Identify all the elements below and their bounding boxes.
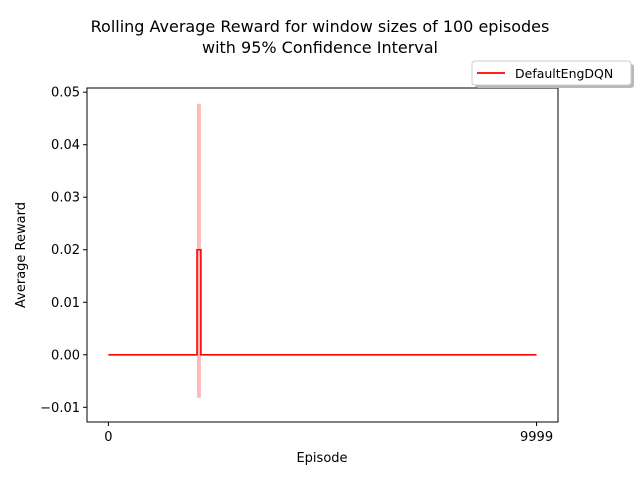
y-tick-label-2: 0.01	[51, 296, 80, 311]
y-tick-label-0: −0.01	[40, 401, 80, 416]
plot-area	[108, 103, 537, 398]
chart-title-line-1: Rolling Average Reward for window sizes …	[91, 17, 550, 36]
x-axis-label: Episode	[296, 451, 347, 466]
legend-label: DefaultEngDQN	[515, 66, 613, 81]
x-tick-label-0: 0	[104, 430, 112, 445]
y-axis: −0.01 0.00 0.01 0.02 0.03 0.04 0.05	[40, 86, 87, 416]
y-tick-label-3: 0.02	[51, 243, 80, 258]
chart-title-line-2: with 95% Confidence Interval	[202, 38, 438, 57]
y-tick-label-5: 0.04	[51, 138, 80, 153]
x-axis: 0 9999	[104, 422, 553, 445]
y-axis-label: Average Reward	[14, 202, 29, 308]
y-tick-label-6: 0.05	[51, 86, 80, 101]
plot-frame	[86, 87, 559, 423]
x-tick-label-1: 9999	[520, 430, 553, 445]
confidence-band-0	[197, 103, 201, 398]
y-tick-label-4: 0.03	[51, 191, 80, 206]
legend-box	[471, 60, 632, 86]
legend: DefaultEngDQN	[471, 60, 634, 88]
series-line-0	[108, 248, 537, 356]
y-tick-label-1: 0.00	[51, 348, 80, 363]
